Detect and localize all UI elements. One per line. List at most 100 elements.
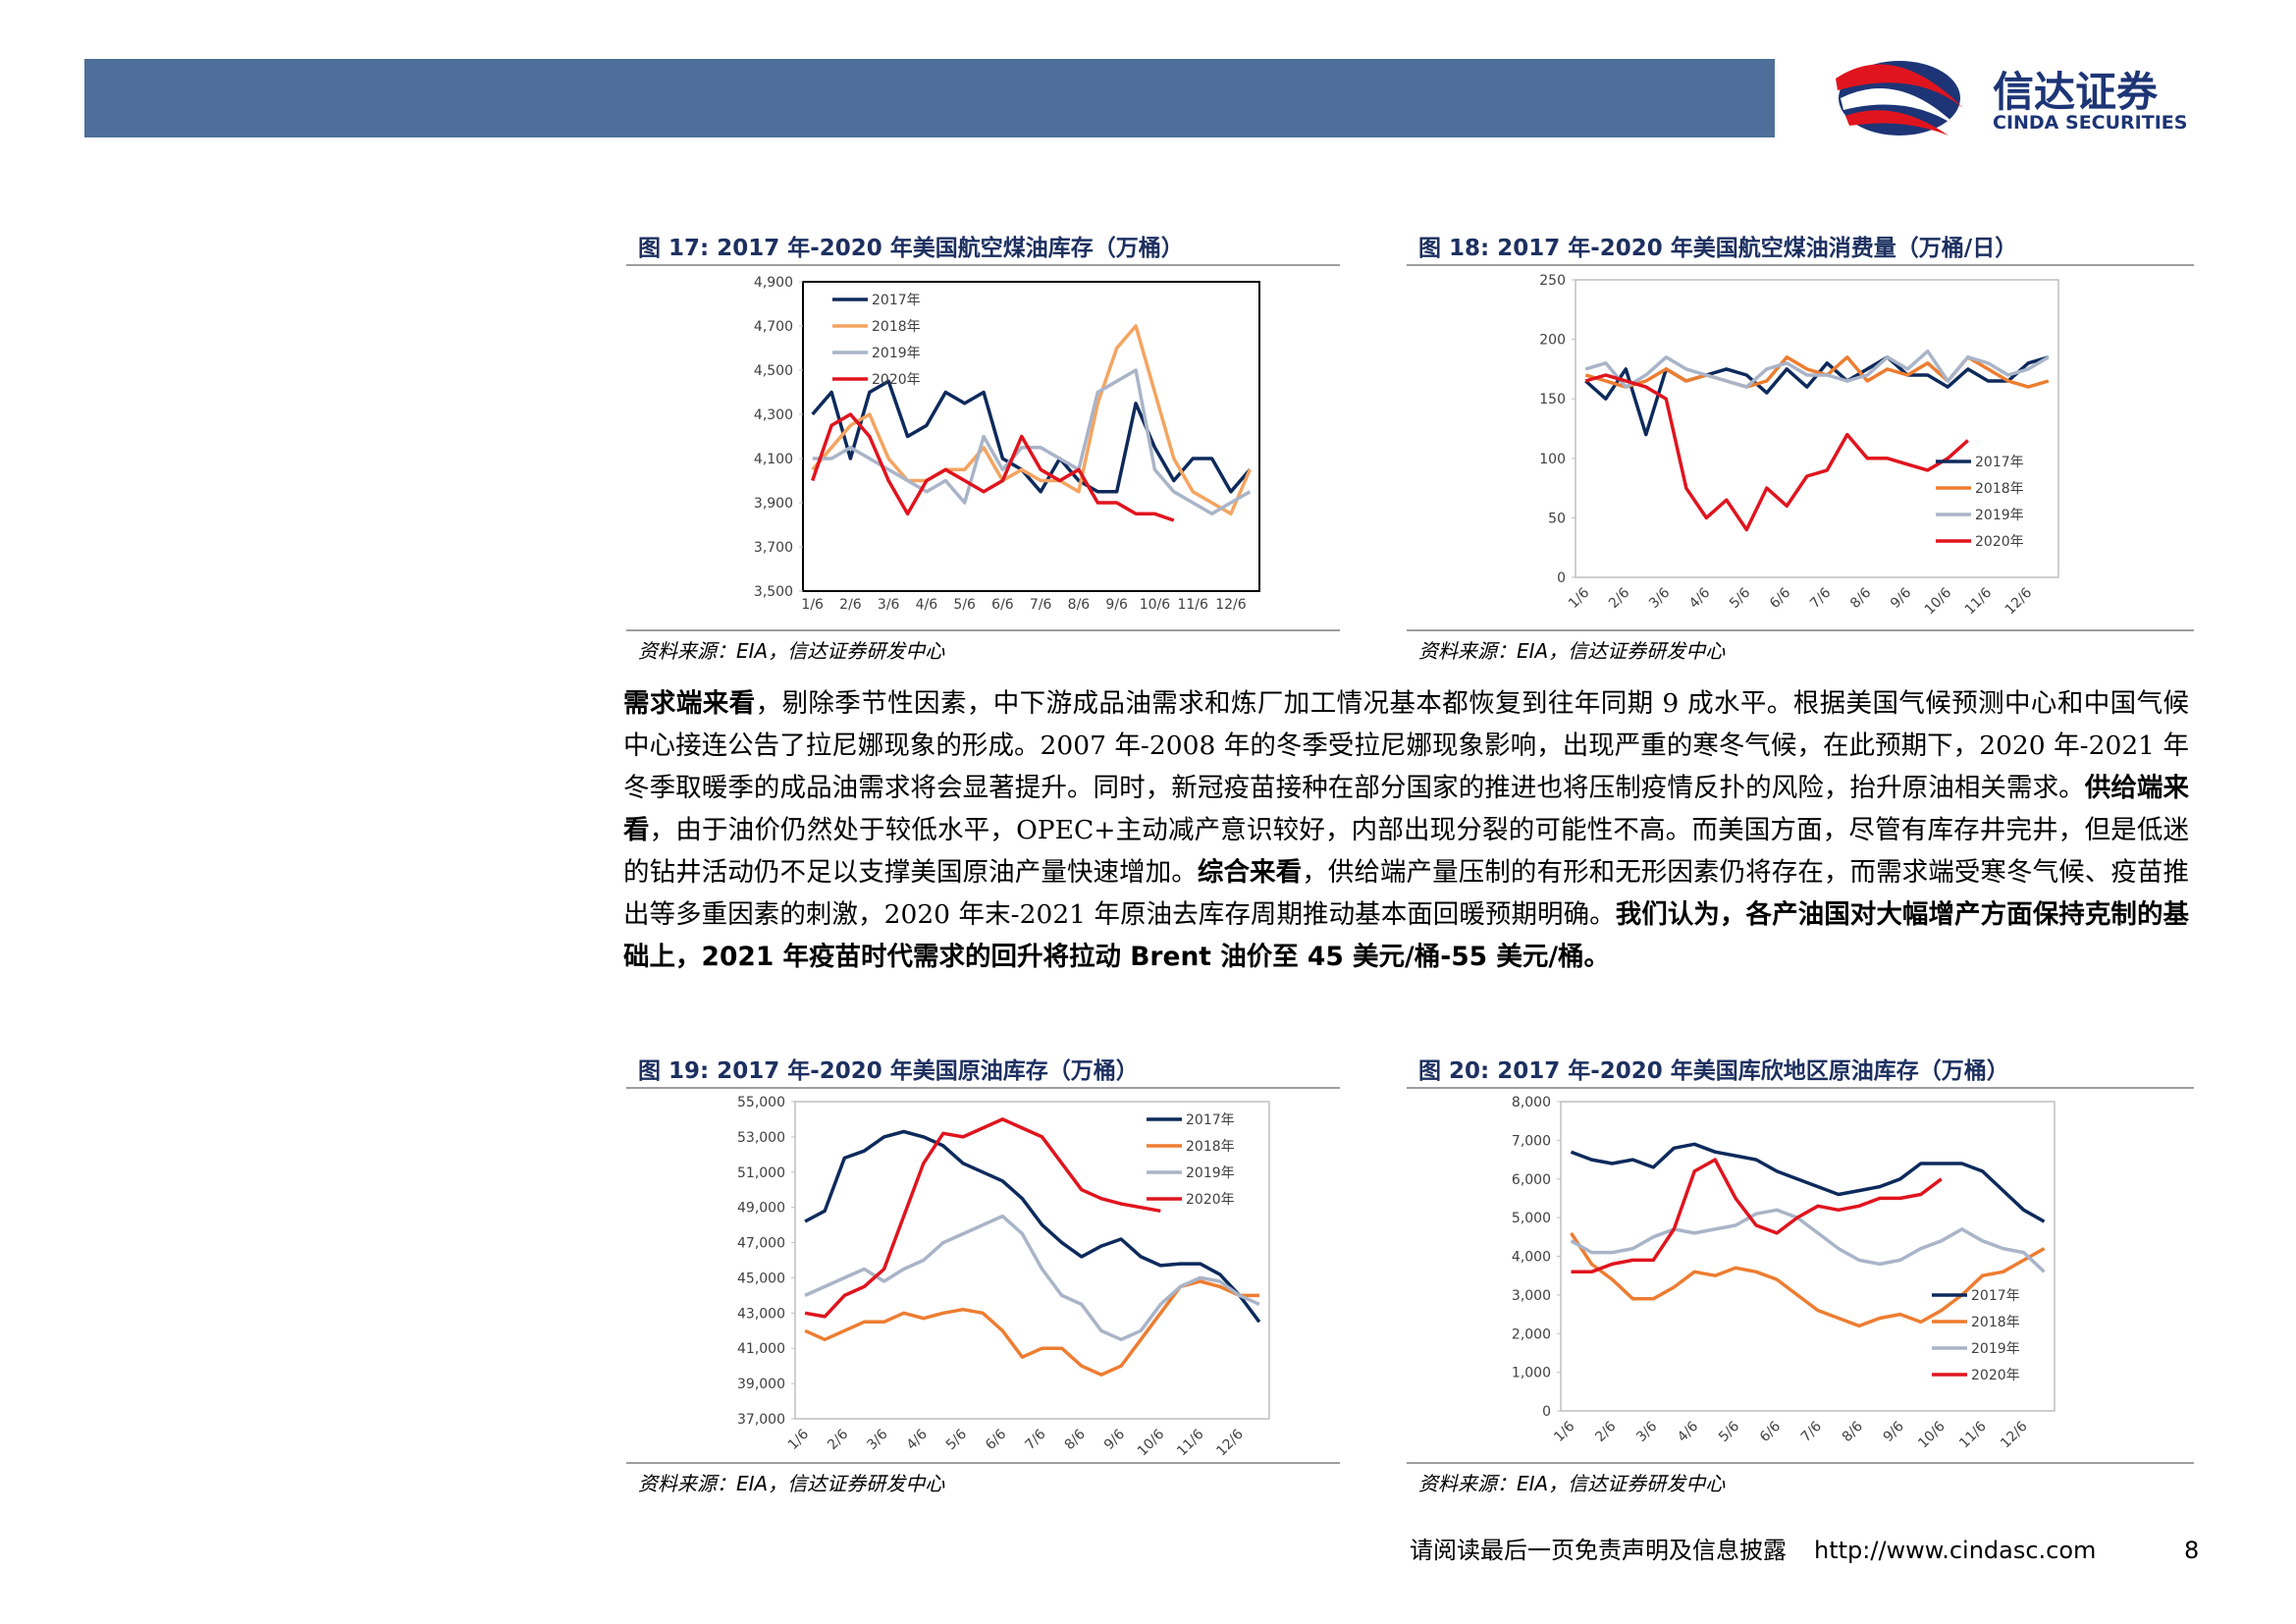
x-tick-label: 6/6 xyxy=(1757,1419,1784,1445)
x-tick-label: 8/6 xyxy=(1840,1419,1866,1445)
y-tick-label: 55,000 xyxy=(737,1095,785,1110)
legend-label: 2020年 xyxy=(1975,534,2024,550)
x-tick-label: 2/6 xyxy=(1592,1419,1619,1445)
y-tick-label: 6,000 xyxy=(1512,1172,1551,1188)
x-tick-label: 3/6 xyxy=(1633,1419,1660,1445)
y-tick-label: 47,000 xyxy=(737,1236,785,1252)
legend-label: 2018年 xyxy=(872,319,921,335)
page-number: 8 xyxy=(2184,1537,2199,1564)
legend-label: 2019年 xyxy=(1975,508,2024,523)
body-paragraph: 需求端来看，剔除季节性因素，中下游成品油需求和炼厂加工情况基本都恢复到往年同期 … xyxy=(623,682,2189,978)
text-run: 需求端来看 xyxy=(623,688,756,719)
x-tick-label: 10/6 xyxy=(1135,1427,1168,1460)
text-run: 综合来看 xyxy=(1197,857,1303,888)
x-tick-label: 11/6 xyxy=(1177,597,1208,613)
plot-frame xyxy=(1560,1101,2056,1412)
figure-source: 资料来源：EIA，信达证券研发中心 xyxy=(1418,1472,1726,1495)
x-tick-label: 7/6 xyxy=(1798,1419,1825,1445)
header-bar xyxy=(84,59,1775,137)
y-tick-label: 49,000 xyxy=(737,1201,785,1217)
text-run: ，由于油价仍然处于较低水平，OPEC+主动减产意识较好，内部出现分裂的可能性不高… xyxy=(623,815,2189,888)
x-tick-label: 6/6 xyxy=(1767,585,1793,612)
figure-source: 资料来源：EIA，信达证券研发中心 xyxy=(638,1472,945,1495)
text-run: ，剔除季节性因素，中下游成品油需求和炼厂加工情况基本都恢复到往年同期 9 成水平… xyxy=(623,688,2189,803)
series-line xyxy=(1571,1158,1943,1274)
footer-url: http://www.cindasc.com xyxy=(1814,1537,2096,1564)
y-tick-label: 1,000 xyxy=(1512,1366,1551,1381)
x-tick-label: 7/6 xyxy=(1807,585,1834,612)
x-tick-label: 4/6 xyxy=(904,1427,931,1453)
legend-label: 2019年 xyxy=(1971,1341,2020,1357)
series-line xyxy=(804,1214,1260,1342)
figure-source: 资料来源：EIA，信达证券研发中心 xyxy=(638,639,945,663)
x-tick-label: 9/6 xyxy=(1105,597,1128,613)
legend-label: 2020年 xyxy=(1971,1368,2020,1383)
y-tick-label: 3,700 xyxy=(754,540,793,556)
y-tick-label: 3,900 xyxy=(754,496,793,512)
x-tick-label: 12/6 xyxy=(1213,1427,1247,1460)
y-tick-label: 51,000 xyxy=(737,1165,785,1181)
text-run: ，供给端产量压制的有形和无形因素仍将存在，而需求端受寒冬气候、疫苗推出等多重因素… xyxy=(623,857,2190,930)
x-tick-label: 10/6 xyxy=(1922,585,1955,619)
y-tick-label: 8,000 xyxy=(1512,1095,1551,1110)
y-tick-label: 150 xyxy=(1539,392,1566,407)
x-tick-label: 3/6 xyxy=(864,1427,890,1453)
series-line xyxy=(811,412,1175,522)
y-tick-label: 37,000 xyxy=(737,1412,785,1428)
series-line xyxy=(812,368,1252,516)
footer-disclaimer: 请阅读最后一页免责声明及信息披露 xyxy=(1410,1537,1787,1564)
series-line xyxy=(804,1129,1261,1324)
x-tick-label: 12/6 xyxy=(1998,1419,2031,1452)
x-tick-label: 1/6 xyxy=(801,597,824,613)
x-tick-label: 4/6 xyxy=(916,597,938,613)
y-tick-label: 3,500 xyxy=(754,584,793,600)
x-tick-label: 9/6 xyxy=(1881,1419,1907,1445)
x-tick-label: 5/6 xyxy=(953,597,976,613)
x-tick-label: 5/6 xyxy=(943,1427,970,1453)
x-tick-label: 3/6 xyxy=(1646,585,1673,612)
x-tick-label: 11/6 xyxy=(1174,1427,1207,1460)
figure-title: 图 19: 2017 年-2020 年美国原油库存（万桶） xyxy=(638,1057,1139,1084)
legend-label: 2017年 xyxy=(1971,1288,2020,1304)
figure-source: 资料来源：EIA，信达证券研发中心 xyxy=(1418,639,1726,663)
legend-label: 2017年 xyxy=(872,293,921,308)
figure-title: 图 17: 2017 年-2020 年美国航空煤油库存（万桶） xyxy=(638,235,1184,261)
y-tick-label: 39,000 xyxy=(737,1377,785,1392)
y-tick-label: 4,000 xyxy=(1512,1250,1551,1266)
x-tick-label: 2/6 xyxy=(839,597,862,613)
plot-frame xyxy=(802,281,1260,592)
legend-label: 2017年 xyxy=(1186,1112,1235,1128)
series-line xyxy=(1570,1142,2046,1223)
y-tick-label: 3,000 xyxy=(1512,1288,1551,1304)
y-tick-label: 2,000 xyxy=(1512,1326,1551,1342)
x-tick-label: 11/6 xyxy=(1956,1419,1990,1452)
y-tick-label: 4,100 xyxy=(754,452,793,467)
x-tick-label: 10/6 xyxy=(1915,1419,1949,1452)
plot-frame xyxy=(794,1101,1270,1420)
text-run: 我们认为，各产油国对大幅增产方面保持克制的基础上，2021 年疫苗时代需求的回升… xyxy=(623,899,2189,972)
y-tick-label: 200 xyxy=(1539,333,1566,349)
x-tick-label: 12/6 xyxy=(2002,585,2036,619)
x-tick-label: 3/6 xyxy=(878,597,900,613)
series-line xyxy=(811,379,1252,494)
y-tick-label: 50 xyxy=(1548,511,1566,526)
x-tick-label: 6/6 xyxy=(991,597,1014,613)
logo-cn: 信达证券 xyxy=(1993,68,2159,116)
y-tick-label: 5,000 xyxy=(1512,1211,1551,1226)
x-tick-label: 10/6 xyxy=(1140,597,1171,613)
legend-label: 2020年 xyxy=(872,372,921,388)
plot-frame xyxy=(1575,279,2059,578)
y-tick-label: 4,700 xyxy=(754,319,793,335)
y-tick-label: 53,000 xyxy=(737,1130,785,1146)
legend-label: 2019年 xyxy=(872,346,921,361)
y-tick-label: 41,000 xyxy=(737,1341,785,1357)
x-tick-label: 1/6 xyxy=(1551,1419,1577,1445)
x-tick-label: 7/6 xyxy=(1030,597,1052,613)
x-tick-label: 2/6 xyxy=(825,1427,851,1453)
x-tick-label: 1/6 xyxy=(1566,585,1592,612)
x-tick-label: 4/6 xyxy=(1686,585,1713,612)
logo-en: CINDA SECURITIES xyxy=(1993,112,2187,134)
y-tick-label: 250 xyxy=(1539,273,1566,289)
